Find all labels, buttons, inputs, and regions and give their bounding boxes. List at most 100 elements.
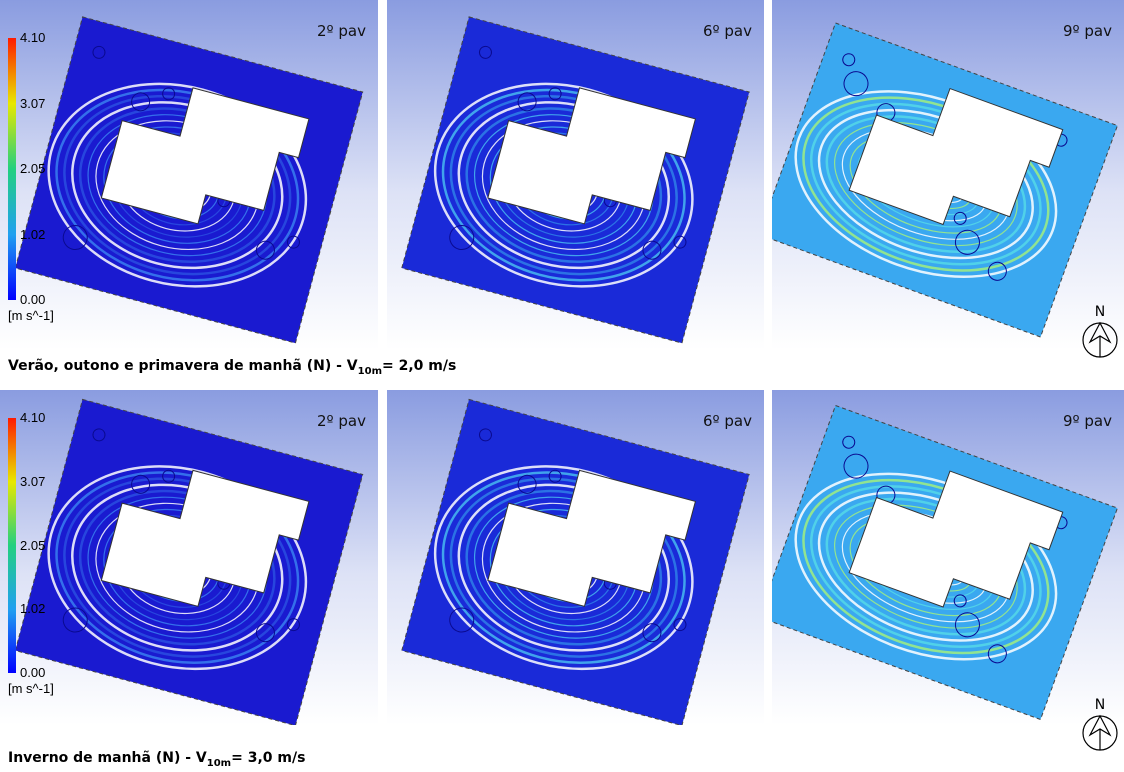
vortex — [255, 623, 275, 643]
vortex — [517, 474, 537, 494]
domain — [14, 16, 364, 344]
colorbar-tick-label: 4.10 — [20, 30, 46, 45]
colorbar-tick-label: 2.05 — [20, 537, 46, 553]
streamline — [47, 82, 308, 288]
north-symbol — [1082, 714, 1118, 751]
colorbar-fill — [8, 38, 16, 300]
vortex — [673, 235, 687, 249]
north-arrow: N — [1080, 697, 1120, 757]
vortex — [255, 240, 275, 260]
panel-graphic — [387, 390, 764, 725]
vortex — [162, 469, 176, 483]
colorbar — [8, 38, 16, 300]
domain — [401, 16, 750, 344]
colorbar-unit: [m s^-1] — [8, 681, 54, 696]
vortex — [478, 45, 492, 59]
panel-graphic — [772, 0, 1124, 350]
vortex — [642, 240, 662, 260]
colorbar — [8, 418, 16, 673]
panel-label: 6º pav — [703, 22, 752, 40]
vortex — [842, 53, 856, 67]
vortex — [478, 428, 492, 442]
colorbar-tick-label: 1.02 — [20, 601, 46, 617]
north-pointer — [1088, 714, 1112, 750]
building — [100, 469, 310, 607]
vortex — [286, 618, 300, 632]
panel-graphic — [772, 390, 1124, 725]
caption: Verão, outono e primavera de manhã (N) -… — [8, 358, 456, 377]
vortex — [642, 623, 662, 643]
vortex — [987, 261, 1007, 281]
colorbar-tick-label: 0.00 — [20, 292, 46, 307]
caption: Inverno de manhã (N) - V10m= 3,0 m/s — [8, 750, 305, 769]
streamline — [433, 82, 694, 288]
colorbar-tick-label: 0.00 — [20, 665, 46, 680]
vortex — [92, 428, 106, 442]
domain — [772, 404, 1119, 721]
caption-subscript: 10m — [206, 757, 232, 769]
domain — [14, 398, 364, 725]
vortex — [842, 435, 856, 449]
vortex — [548, 469, 562, 483]
domain — [401, 398, 750, 725]
colorbar-tick-label: 3.07 — [20, 473, 46, 489]
vortex — [548, 87, 562, 101]
vortex — [843, 453, 869, 479]
vortex — [843, 71, 869, 97]
panel: 6º pav — [387, 0, 764, 350]
vortex — [62, 607, 88, 633]
colorbar-unit: [m s^-1] — [8, 308, 54, 323]
vortex — [953, 594, 967, 608]
domain — [772, 22, 1119, 338]
panel-label: 2º pav — [317, 22, 366, 40]
colorbar-tick-label: 2.05 — [20, 161, 46, 176]
vortex — [449, 225, 475, 251]
panel: 6º pav — [387, 390, 764, 725]
caption-suffix: = 2,0 m/s — [382, 358, 457, 374]
colorbar-tick-label: 1.02 — [20, 226, 46, 242]
colorbar-tick-label: 3.07 — [20, 95, 46, 111]
caption-subscript: 10m — [357, 365, 382, 377]
colorbar-tick-label: 4.10 — [20, 410, 46, 425]
panel: 9º pav — [772, 390, 1124, 725]
building — [848, 470, 1064, 608]
vortex — [62, 225, 88, 251]
streamline — [433, 465, 694, 671]
north-arrow: N — [1080, 304, 1120, 364]
vortex — [162, 87, 176, 101]
vortex — [92, 45, 106, 59]
north-pointer — [1088, 321, 1112, 357]
vortex — [673, 618, 687, 632]
north-symbol — [1082, 321, 1118, 358]
building — [848, 87, 1064, 226]
building — [100, 87, 310, 225]
vortex — [286, 235, 300, 249]
panel-label: 9º pav — [1063, 412, 1112, 430]
panel-graphic — [387, 0, 764, 350]
panel: 2º pav 4.10 3.07 2.05 1.02 0.00 [m s^-1] — [0, 390, 378, 725]
caption-suffix: = 3,0 m/s — [231, 750, 306, 766]
building — [487, 469, 696, 607]
colorbar-fill — [8, 418, 16, 673]
panel-label: 6º pav — [703, 412, 752, 430]
vortex — [517, 92, 537, 112]
panel: 9º pav — [772, 0, 1124, 350]
panel-graphic — [0, 0, 378, 350]
vortex — [953, 211, 967, 225]
vortex — [954, 229, 980, 255]
streamline — [47, 465, 308, 671]
north-label: N — [1094, 697, 1106, 713]
building — [487, 87, 696, 225]
vortex — [954, 612, 980, 638]
caption-prefix: Verão, outono e primavera de manhã (N) -… — [8, 358, 358, 374]
vortex — [449, 607, 475, 633]
panel-label: 9º pav — [1063, 22, 1112, 40]
panel-graphic — [0, 390, 378, 725]
vortex — [131, 474, 151, 494]
vortex — [987, 644, 1007, 664]
caption-prefix: Inverno de manhã (N) - V — [8, 750, 207, 766]
vortex — [131, 92, 151, 112]
panel-label: 2º pav — [317, 412, 366, 430]
north-label: N — [1094, 304, 1106, 320]
